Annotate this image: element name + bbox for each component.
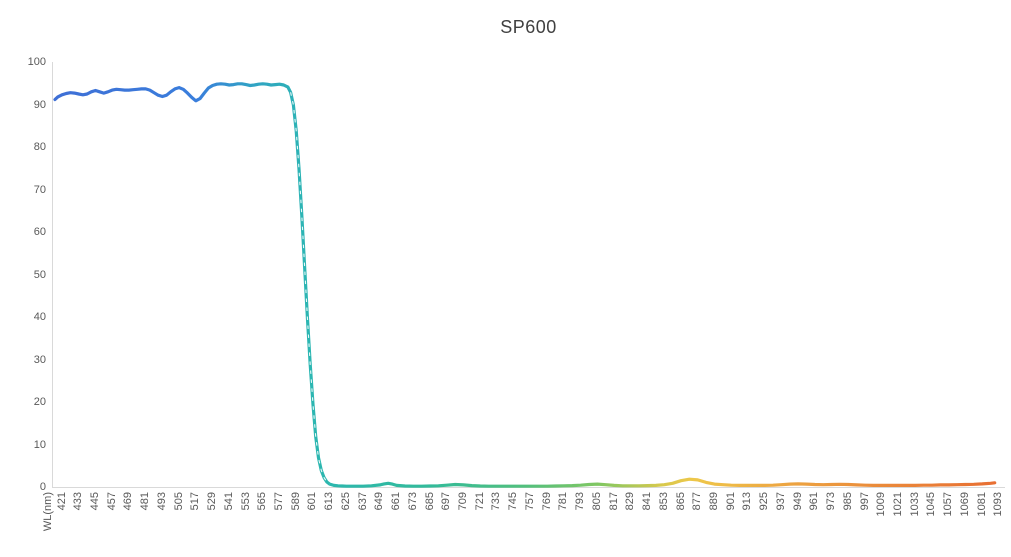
x-tick-label: 601 [306,492,319,511]
x-tick-label: 541 [222,492,235,511]
x-tick-label: 421 [55,492,68,511]
x-tick-label: 673 [406,492,419,511]
x-tick-label: 493 [155,492,168,511]
x-tick-label: 937 [774,492,787,511]
y-tick-label: 60 [33,226,46,238]
x-tick-label: 769 [540,492,553,511]
chart-title: SP600 [500,17,557,37]
x-tick-label: 1069 [958,492,971,517]
x-tick-label: 649 [373,492,386,511]
x-tick-label: 853 [657,492,670,511]
y-tick-label: 30 [33,353,46,366]
x-tick-label: 517 [189,492,202,511]
x-tick-label: 877 [691,492,704,511]
y-tick-label: 100 [27,56,46,68]
x-tick-label: 721 [473,492,486,511]
x-tick-label: 805 [590,492,603,511]
x-tick-label: 1081 [975,492,988,517]
x-tick-label: 793 [574,492,587,511]
x-tick-label: 469 [122,492,135,511]
x-tick-label: 1033 [908,492,921,517]
y-tick-label: 90 [33,98,46,111]
x-tick-label: 613 [323,492,336,511]
x-tick-label: 757 [523,492,536,511]
x-tick-label: 625 [339,492,352,511]
x-tick-label: 457 [105,492,118,511]
x-tick-label: 433 [72,492,85,511]
x-tick-label: 589 [289,492,302,511]
series-line-sp600 [53,82,997,488]
x-tick-label: 529 [206,492,219,511]
x-tick-label: 577 [272,492,285,511]
x-tick-label: 841 [641,492,654,511]
cutoff-dash-overlay [290,92,331,485]
x-tick-label: 817 [607,492,620,511]
x-tick-label: 925 [758,492,771,511]
x-tick-label: 913 [741,492,754,511]
x-tick-label: 505 [172,492,185,511]
y-tick-label: 20 [33,396,46,408]
x-tick-label: 1009 [875,492,888,517]
x-tick-label: 745 [507,492,520,511]
y-tick-label: 10 [33,438,46,451]
x-tick-label: 829 [624,492,637,511]
x-tick-label: 661 [390,492,403,511]
x-tick-label: 565 [256,492,269,511]
x-tick-label: 1021 [892,492,904,517]
x-tick-label: 781 [557,492,570,511]
y-tick-label: 70 [33,183,46,196]
x-tick-label: 637 [356,492,369,511]
x-tick-label: 1057 [942,492,955,517]
y-tick-label: 40 [33,311,46,323]
x-tick-label: 1093 [992,492,1005,517]
x-tick-label: 901 [724,492,737,511]
x-tick-label: 997 [858,492,871,511]
x-tick-label: 553 [239,492,252,511]
y-tick-label: 50 [33,268,46,281]
x-tick-label: 697 [440,492,453,511]
y-tick-label: 80 [33,141,46,153]
x-tick-label: 481 [139,492,152,511]
x-tick-label: 973 [825,492,838,511]
x-tick-label: 865 [674,492,687,511]
x-tick-label: 961 [808,492,821,511]
x-tick-label-axis-title: WL(nm) [41,492,54,532]
x-tick-label: 445 [88,492,101,511]
x-tick-label: 685 [423,492,436,511]
y-tick-label: 0 [39,481,46,493]
x-tick-label: 1045 [925,492,938,517]
x-tick-label: 949 [791,492,804,511]
x-tick-label: 985 [841,492,854,511]
x-tick-label: 709 [457,492,470,511]
x-tick-label: 889 [707,492,720,511]
x-tick-label: 733 [490,492,503,511]
